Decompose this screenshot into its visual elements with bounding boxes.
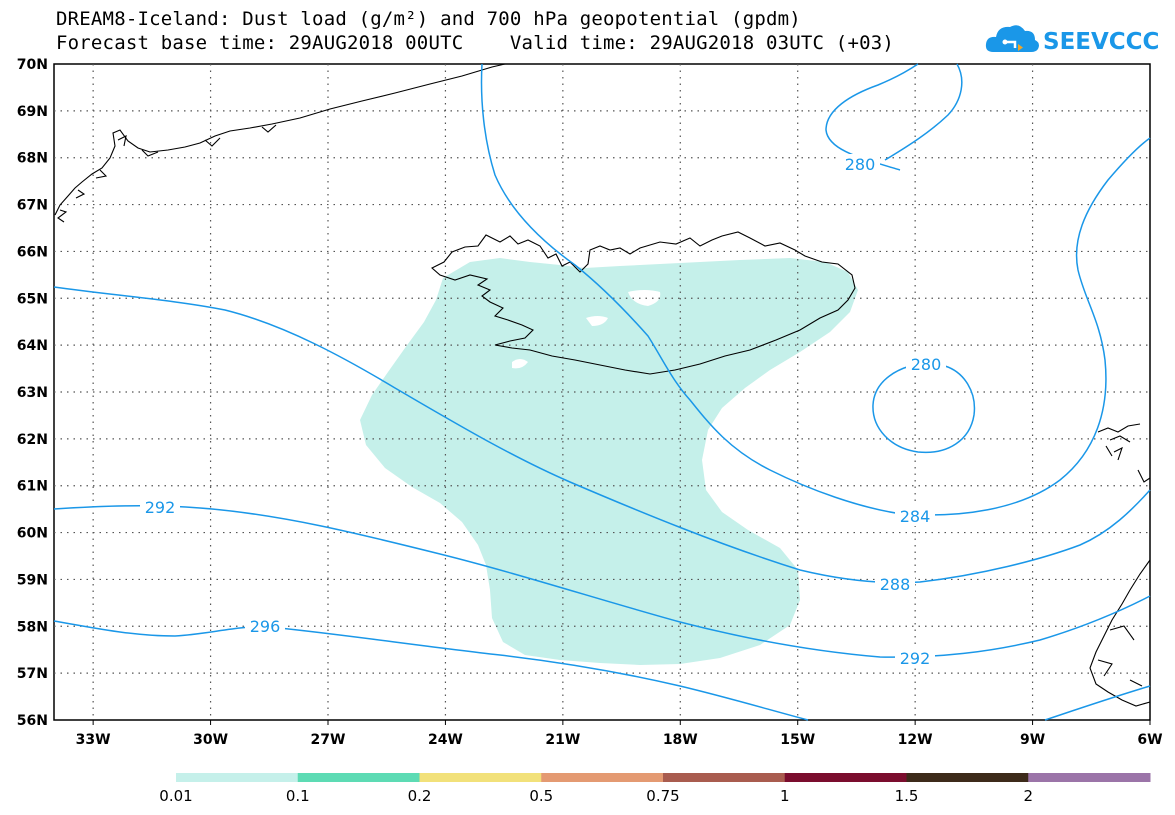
- lon-tick-label: 15W: [780, 732, 815, 748]
- contour-line: [872, 365, 976, 454]
- lon-tick-label: 6W: [1137, 732, 1162, 748]
- lat-tick-label: 60N: [17, 526, 48, 542]
- greenland-coast-detail: [57, 124, 277, 223]
- contour-label: 280: [911, 355, 942, 374]
- colorbar-label: 2: [1023, 787, 1033, 805]
- contour-line: [53, 286, 1151, 584]
- lon-tick-label: 18W: [663, 732, 698, 748]
- colorbar-label: 0.01: [159, 787, 192, 805]
- colorbar-swatch: [784, 773, 907, 782]
- lon-tick-label: 12W: [898, 732, 933, 748]
- colorbar-label: 0.75: [646, 787, 679, 805]
- lat-tick-label: 70N: [17, 57, 48, 73]
- contour-labels: 280 280 284 288 292 292 296: [140, 154, 946, 668]
- colorbar-label: 0.5: [529, 787, 553, 805]
- logo-text: SEEVCCC: [1043, 29, 1159, 55]
- colorbar-swatch: [297, 773, 420, 782]
- colorbar-swatch: [663, 773, 786, 782]
- contour-label: 292: [145, 498, 176, 517]
- contour-line: [53, 620, 809, 721]
- lat-tick-label: 58N: [17, 619, 48, 635]
- contour-label: 280: [845, 155, 876, 174]
- colorbar-label: 1: [780, 787, 790, 805]
- lat-tick-label: 65N: [17, 291, 48, 307]
- coastlines: [54, 63, 1151, 707]
- dust-gap: [628, 290, 661, 306]
- lon-tick-label: 30W: [193, 732, 228, 748]
- lat-tick-label: 56N: [17, 713, 48, 729]
- lat-tick-label: 68N: [17, 151, 48, 167]
- lat-tick-label: 64N: [17, 338, 48, 354]
- contour-line: [1044, 685, 1151, 721]
- cloud-logo-icon: [985, 25, 1039, 52]
- scotland-coast: [1089, 559, 1151, 707]
- contour-label: 284: [900, 507, 931, 526]
- colorbar-swatch: [419, 773, 542, 782]
- map-subtitle: Forecast base time: 29AUG2018 00UTC Vali…: [56, 32, 895, 54]
- iceland-coast: [431, 231, 856, 375]
- lat-tick-label: 63N: [17, 385, 48, 401]
- dust-gap: [512, 359, 528, 369]
- lon-tick-label: 24W: [428, 732, 463, 748]
- lat-tick-label: 66N: [17, 244, 48, 260]
- lat-tick-label: 57N: [17, 666, 48, 682]
- gridlines: [54, 64, 1151, 725]
- colorbar-swatch: [1028, 773, 1151, 782]
- lat-tick-label: 62N: [17, 432, 48, 448]
- colorbar-swatch: [176, 773, 299, 782]
- colorbar: 0.01 0.1 0.2 0.5 0.75 1 1.5 2: [159, 773, 1151, 805]
- faroe-islands-coast: [1097, 423, 1141, 461]
- axis-labels: 33W 30W 27W 24W 21W 18W 15W 12W 9W 6W 70N 69N 68N 67N…: [17, 57, 1163, 748]
- lat-tick-label: 67N: [17, 198, 48, 214]
- map-title: DREAM8-Iceland: Dust load (g/m²) and 700…: [56, 8, 801, 30]
- lon-tick-label: 9W: [1020, 732, 1045, 748]
- dust-gap: [586, 316, 608, 326]
- contour-line: [53, 505, 1151, 658]
- seevccc-logo: SEEVCCC: [985, 25, 1159, 55]
- lat-tick-label: 61N: [17, 479, 48, 495]
- dust-load-area: [360, 258, 858, 665]
- lon-tick-label: 33W: [76, 732, 111, 748]
- lat-tick-label: 69N: [17, 104, 48, 120]
- shetland-coast: [1137, 469, 1151, 483]
- geopotential-contours: [53, 63, 1151, 721]
- colorbar-label: 0.2: [408, 787, 432, 805]
- colorbar-swatch: [541, 773, 664, 782]
- lat-tick-label: 59N: [17, 572, 48, 588]
- colorbar-label: 0.1: [286, 787, 310, 805]
- contour-label: 292: [900, 649, 931, 668]
- lon-tick-label: 21W: [545, 732, 580, 748]
- contour-label: 296: [250, 617, 281, 636]
- lon-tick-label: 27W: [311, 732, 346, 748]
- greenland-coast: [54, 63, 506, 216]
- colorbar-label: 1.5: [895, 787, 919, 805]
- colorbar-swatch: [906, 773, 1029, 782]
- contour-line: [480, 63, 1151, 516]
- contour-label: 288: [880, 575, 911, 594]
